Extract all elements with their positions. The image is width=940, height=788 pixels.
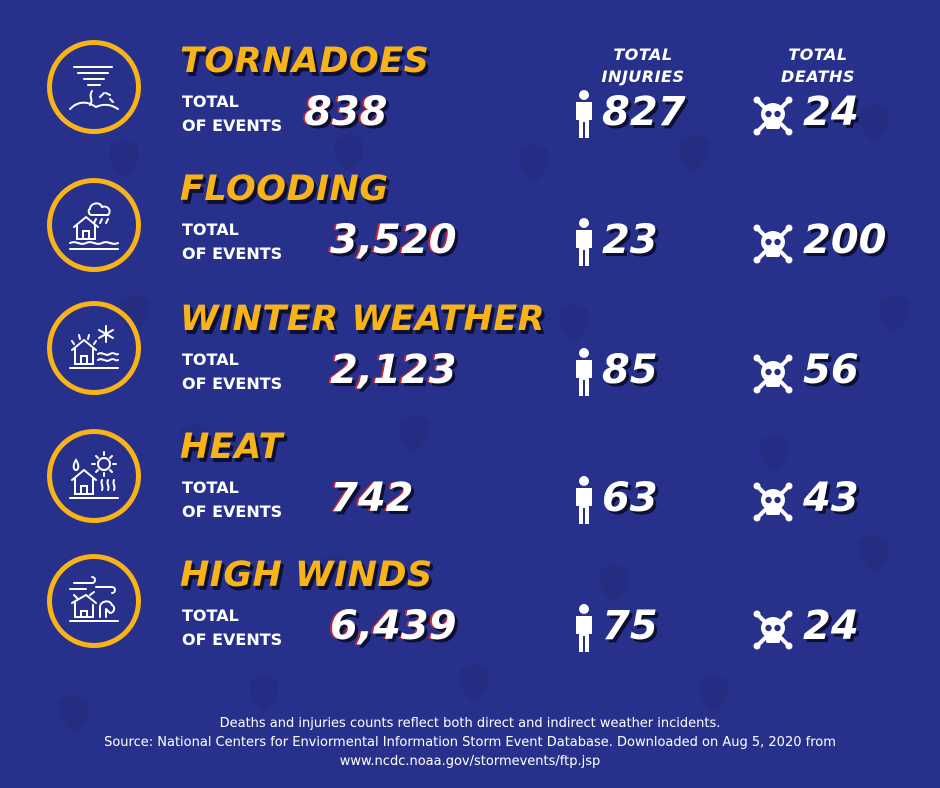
skull-crossbones-icon [753, 96, 793, 136]
events-label-line1: TOTAL [182, 606, 239, 625]
row-winter-weather: WINTER WEATHER TOTAL OF EVENTS 2,123 85 … [0, 298, 940, 416]
injuries-header: TOTAL INJURIES [573, 44, 713, 88]
events-value: 3,520 [330, 217, 457, 263]
person-icon [576, 218, 592, 266]
injuries-header-line2: INJURIES [601, 67, 685, 86]
events-label-line1: TOTAL [182, 350, 239, 369]
person-icon [576, 476, 592, 524]
event-title: HEAT [180, 427, 283, 467]
skull-crossbones-icon [753, 354, 793, 394]
row-heat: HEAT TOTAL OF EVENTS 742 63 43 [0, 426, 940, 544]
wind-house-icon [47, 554, 141, 648]
row-high-winds: HIGH WINDS TOTAL OF EVENTS 6,439 75 24 [0, 554, 940, 672]
events-value: 6,439 [330, 603, 457, 649]
person-icon [576, 90, 592, 138]
events-label-line2: OF EVENTS [182, 374, 283, 393]
event-title: TORNADOES [180, 41, 430, 81]
events-label-line2: OF EVENTS [182, 502, 283, 521]
deaths-value: 56 [803, 347, 859, 393]
events-label: TOTAL OF EVENTS [182, 348, 302, 396]
injuries-value: 63 [602, 475, 658, 521]
tornado-icon [47, 40, 141, 134]
event-title: WINTER WEATHER [180, 299, 546, 339]
events-label-line1: TOTAL [182, 220, 239, 239]
flood-house-icon [47, 178, 141, 272]
injuries-value: 23 [602, 217, 658, 263]
footer-source-url: www.ncdc.noaa.gov/stormevents/ftp.jsp [339, 754, 601, 769]
deaths-value: 24 [803, 89, 859, 135]
event-title: FLOODING [180, 169, 389, 209]
deaths-header-line1: TOTAL [788, 45, 848, 64]
events-label: TOTAL OF EVENTS [182, 476, 302, 524]
skull-crossbones-icon [753, 482, 793, 522]
injuries-value: 85 [602, 347, 658, 393]
snow-house-icon [47, 301, 141, 395]
footer-note: Deaths and injuries counts reflect both … [0, 714, 940, 771]
events-label-line2: OF EVENTS [182, 244, 283, 263]
events-label: TOTAL OF EVENTS [182, 604, 302, 652]
person-icon [576, 604, 592, 652]
events-label-line2: OF EVENTS [182, 630, 283, 649]
events-label-line1: TOTAL [182, 92, 239, 111]
deaths-header: TOTAL DEATHS [748, 44, 888, 88]
skull-crossbones-icon [753, 610, 793, 650]
injuries-value: 75 [602, 603, 658, 649]
footer-line-2: Source: National Centers for Enviormenta… [104, 735, 836, 750]
injuries-value: 827 [602, 89, 686, 135]
events-value: 838 [304, 89, 388, 135]
footer-line-1: Deaths and injuries counts reflect both … [219, 716, 721, 731]
deaths-value: 200 [803, 217, 887, 263]
skull-crossbones-icon [753, 224, 793, 264]
person-icon [576, 348, 592, 396]
events-label-line2: OF EVENTS [182, 116, 283, 135]
deaths-value: 24 [803, 603, 859, 649]
event-title: HIGH WINDS [180, 555, 433, 595]
events-label: TOTAL OF EVENTS [182, 90, 302, 138]
events-value: 2,123 [330, 347, 457, 393]
events-value: 742 [330, 475, 414, 521]
deaths-header-line2: DEATHS [781, 67, 855, 86]
injuries-header-line1: TOTAL [613, 45, 673, 64]
heat-house-icon [47, 429, 141, 523]
events-label-line1: TOTAL [182, 478, 239, 497]
events-label: TOTAL OF EVENTS [182, 218, 302, 266]
row-flooding: FLOODING TOTAL OF EVENTS 3,520 23 200 [0, 168, 940, 286]
deaths-value: 43 [803, 475, 859, 521]
row-tornadoes: TORNADOES TOTAL OF EVENTS 838 827 24 [0, 40, 940, 158]
